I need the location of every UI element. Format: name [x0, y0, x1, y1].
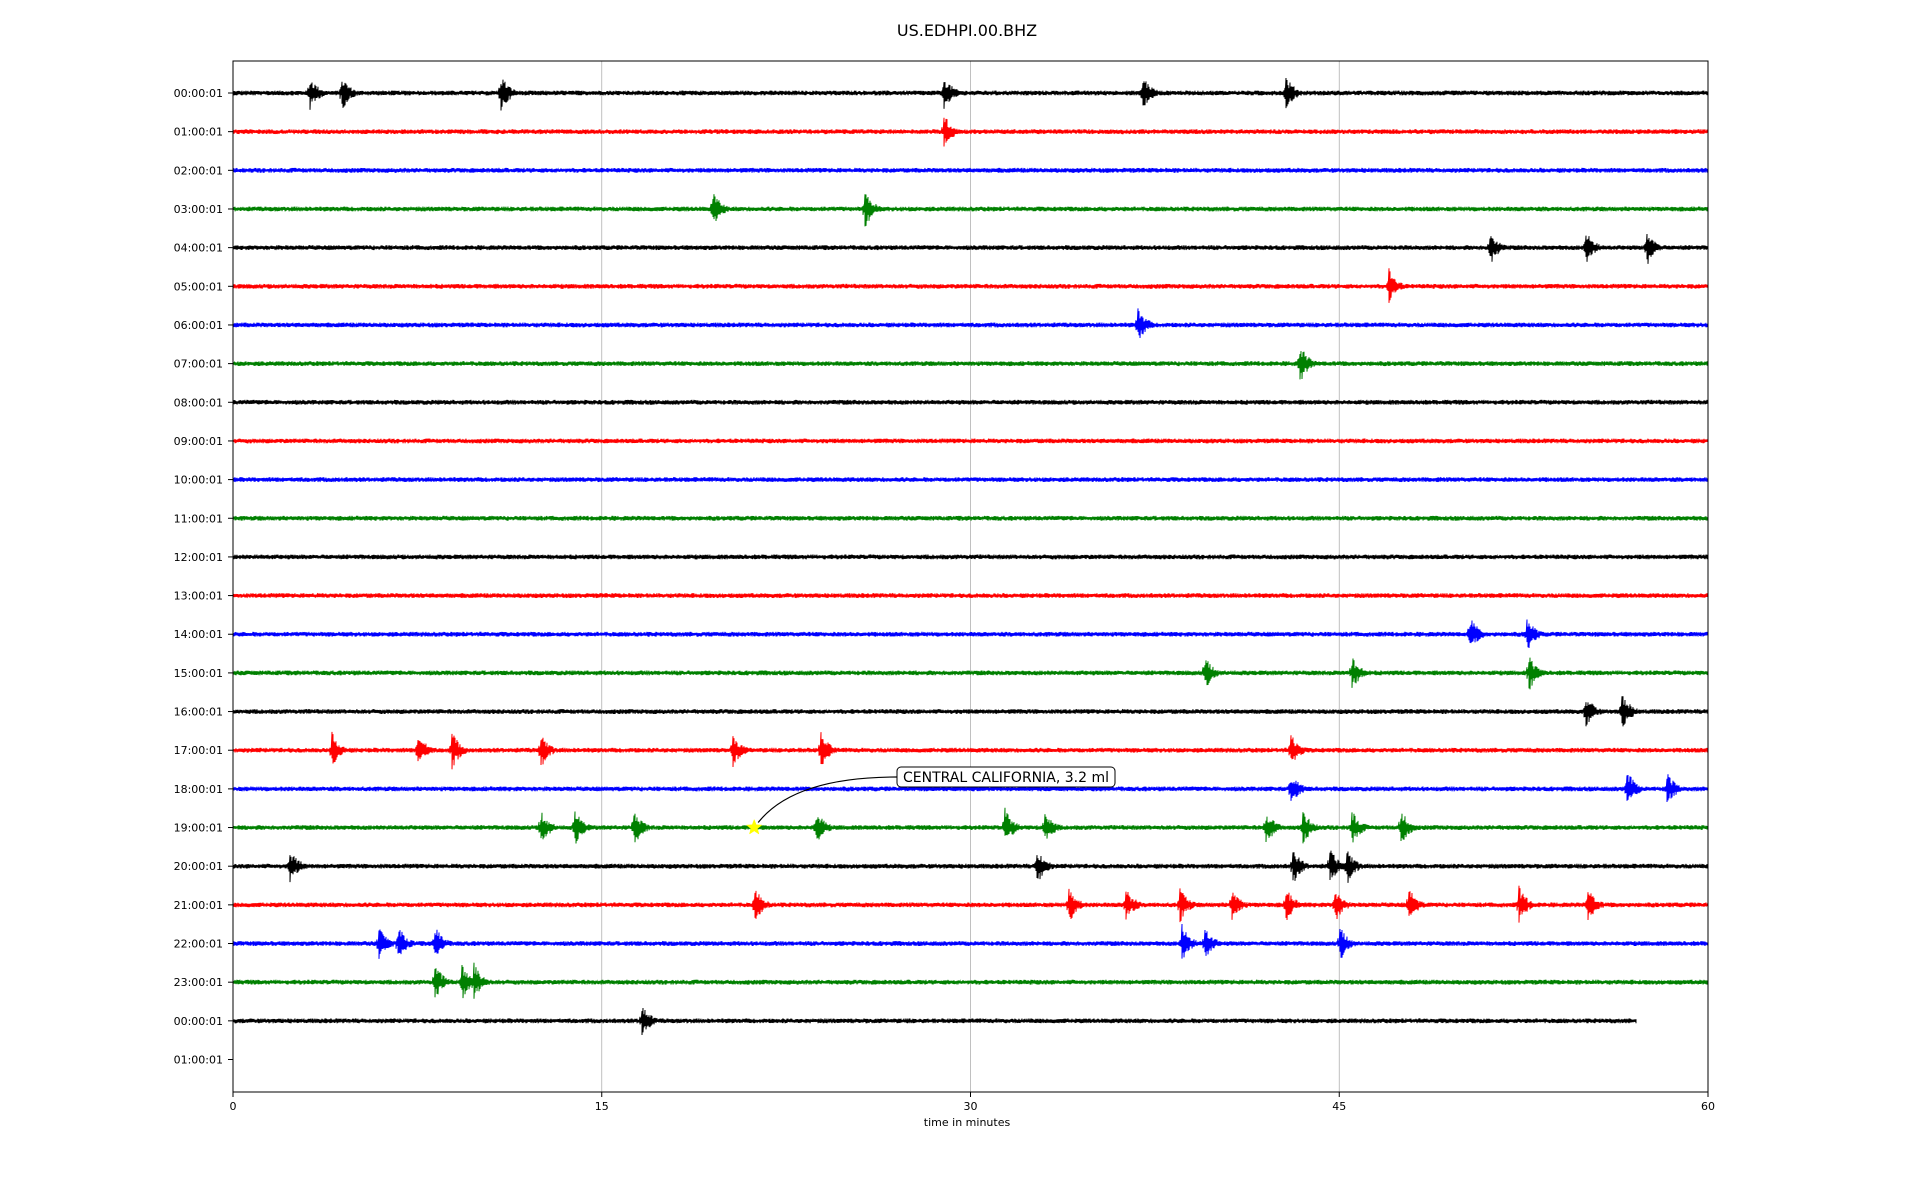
row-time-label: 05:00:01 [174, 280, 223, 293]
trace-line [232, 592, 1709, 599]
trace-line [232, 351, 1709, 380]
row-time-label: 11:00:01 [174, 512, 223, 525]
trace-line [232, 807, 1709, 844]
row-time-label: 12:00:01 [174, 551, 223, 564]
row-time-label: 00:00:01 [174, 87, 223, 100]
x-axis-label: time in minutes [924, 1116, 1011, 1129]
vertical-gridlines [601, 61, 1340, 1092]
row-time-label: 14:00:01 [174, 628, 223, 641]
chart-title: US.EDHPI.00.BHZ [897, 21, 1037, 40]
trace-line [232, 515, 1709, 522]
trace-line [232, 399, 1709, 406]
row-time-label: 09:00:01 [174, 435, 223, 448]
x-tick-label: 0 [230, 1100, 237, 1113]
row-time-label: 18:00:01 [174, 783, 223, 796]
trace-line [232, 194, 1709, 227]
annotation-box [896, 766, 1116, 788]
row-time-label: 15:00:01 [174, 667, 223, 680]
annotation-text: CENTRAL CALIFORNIA, 3.2 ml [903, 770, 1109, 786]
row-time-label: 04:00:01 [174, 242, 223, 255]
row-time-label: 16:00:01 [174, 706, 223, 719]
x-axis-ticks: 0 15 30 45 60 [230, 1092, 1715, 1113]
row-time-label: 23:00:01 [174, 976, 223, 989]
row-time-label: 17:00:01 [174, 744, 223, 757]
trace-line [232, 554, 1709, 560]
trace-line [232, 923, 1709, 959]
row-time-label: 20:00:01 [174, 860, 223, 873]
row-time-label: 07:00:01 [174, 358, 223, 371]
trace-line [232, 696, 1709, 727]
x-tick-label: 60 [1701, 1100, 1715, 1113]
row-time-label: 10:00:01 [174, 474, 223, 487]
trace-line [232, 850, 1709, 883]
row-time-label: 22:00:01 [174, 938, 223, 951]
trace-line [232, 308, 1709, 339]
trace-line [232, 1007, 1637, 1036]
row-time-label: 03:00:01 [174, 203, 223, 216]
trace-line [232, 885, 1709, 923]
row-time-label: 06:00:01 [174, 319, 223, 332]
trace-line [232, 438, 1709, 444]
row-time-label: 01:00:01 [174, 126, 223, 139]
row-time-labels: 00:00:01 01:00:01 02:00:01 03:00:01 04:00:01… [174, 87, 233, 1067]
trace-line [232, 77, 1709, 111]
seismic-traces [232, 77, 1709, 1036]
x-tick-label: 15 [595, 1100, 609, 1113]
trace-line [232, 233, 1709, 264]
row-time-label: 21:00:01 [174, 899, 223, 912]
row-time-label: 13:00:01 [174, 590, 223, 603]
row-time-label: 08:00:01 [174, 396, 223, 409]
x-tick-label: 30 [964, 1100, 978, 1113]
trace-line [232, 962, 1709, 999]
event-annotation: CENTRAL CALIFORNIA, 3.2 ml [745, 766, 1116, 835]
row-time-label: 00:00:01 [174, 1015, 223, 1028]
trace-line [232, 731, 1709, 770]
x-tick-label: 45 [1332, 1100, 1346, 1113]
trace-line [232, 476, 1709, 483]
row-time-label: 02:00:01 [174, 164, 223, 177]
trace-line [232, 268, 1709, 303]
row-time-label: 19:00:01 [174, 822, 223, 835]
trace-line [232, 619, 1709, 649]
annotation-leader-line [757, 776, 898, 823]
row-time-label: 01:00:01 [174, 1054, 223, 1067]
event-star-marker [745, 818, 763, 835]
trace-line [232, 774, 1709, 803]
trace-line [232, 657, 1709, 690]
trace-line [232, 167, 1709, 174]
trace-line [232, 117, 1709, 147]
